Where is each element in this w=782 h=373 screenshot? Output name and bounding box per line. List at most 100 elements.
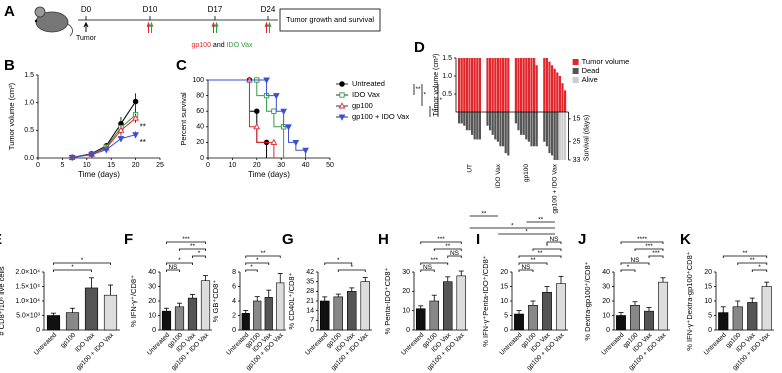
bar (616, 315, 626, 331)
point (271, 108, 277, 114)
group-label: gp100 + IDO Vax (552, 163, 559, 213)
survival-bar (558, 112, 561, 160)
sig-label: NS (630, 257, 640, 264)
x-tick-label: 10 (83, 162, 91, 169)
sig-bracket (420, 269, 435, 272)
y-tick-label: 0 (232, 327, 236, 334)
point (102, 147, 110, 154)
legend-label: Untreated (352, 79, 385, 88)
legend-swatch (572, 68, 579, 74)
volume-bar (535, 65, 538, 112)
x-axis-label: Time (days) (78, 170, 120, 179)
outcome-text: Tumor growth and survival (286, 15, 374, 24)
bar (200, 280, 211, 331)
sig-bracket (518, 262, 548, 265)
y-tick-label: 40 (196, 124, 204, 131)
volume-bar (491, 58, 494, 112)
x-tick-label: 50 (326, 162, 334, 169)
volume-bar (465, 58, 468, 112)
bar (264, 297, 273, 331)
sig-label: * (627, 264, 630, 271)
legend-label: Dead (582, 66, 600, 75)
survival-bar (520, 112, 523, 135)
volume-bar (499, 58, 502, 112)
survival-bar (533, 112, 536, 147)
y-axis-label: % GB⁺CD8⁺ (211, 280, 220, 323)
y-tick-label: 40 (148, 269, 156, 276)
sig-bracket (532, 248, 562, 251)
sig-bracket (620, 241, 664, 244)
group-label: UT (466, 164, 473, 173)
bar (644, 310, 654, 331)
x-tick-label: 10 (229, 162, 237, 169)
bar (528, 305, 538, 331)
survival-line (208, 79, 268, 158)
volume-bar (496, 58, 499, 112)
sig-label: ** (432, 108, 438, 115)
axis (207, 80, 330, 159)
volume-bar (556, 72, 559, 112)
sig-bracket (620, 269, 636, 272)
y-axis-label: % IFN-γ⁺Penta-IDO⁺/CD8⁺ (481, 255, 490, 347)
vaccine-label: gp100 and IDO Vax (192, 42, 253, 49)
x-tick-label: 20 (132, 162, 140, 169)
sig-label: NS (549, 236, 559, 243)
sig-label: ** (481, 211, 487, 218)
sig-bracket (53, 269, 92, 272)
point (88, 152, 96, 159)
y-axis-label: % Dextra-gp100⁺/CD8⁺ (583, 261, 592, 340)
survival-bar (471, 112, 474, 135)
y-tick-label: 15 (704, 283, 712, 290)
sig-label: ** (538, 217, 544, 224)
arrow (267, 21, 272, 33)
y-tick-label: 8 (232, 269, 236, 276)
legend-label: gp100 (352, 101, 373, 110)
y-tick-label: 2 (232, 312, 236, 319)
panel-label: C (176, 57, 187, 74)
vaccine-name: gp100 (192, 42, 212, 49)
y2-tick-label: 25 (573, 139, 581, 146)
y-tick-label: 1.0×10⁴ (15, 298, 40, 305)
x-tick-label: 20 (253, 162, 261, 169)
volume-bar (545, 58, 548, 112)
y-tick-label: 1.0 (24, 100, 34, 107)
volume-bar (543, 58, 546, 112)
survival-bar (486, 112, 489, 126)
y-tick-label: 28 (306, 288, 314, 295)
y-tick-label: 21 (306, 298, 314, 305)
volume-bar (533, 58, 536, 112)
y-tick-label: 10 (402, 308, 410, 315)
survival-bar (468, 112, 471, 131)
y-axis-label: % IFN-γ⁺/CD8⁺ (129, 275, 138, 327)
volume-bar (504, 58, 507, 112)
y-tick-label: 0.5 (442, 91, 452, 98)
point (132, 98, 139, 105)
survival-bar (527, 112, 530, 142)
bar (442, 281, 453, 331)
sig-label: NS (521, 264, 531, 271)
point (263, 77, 270, 84)
sig-label: * (424, 92, 427, 99)
sig-bracket (722, 255, 768, 258)
point (254, 108, 260, 114)
sig-label: ** (537, 250, 543, 257)
legend-label: IDO Vax (352, 90, 380, 99)
survival-bar (478, 112, 481, 140)
y-tick-label: 5 (504, 312, 508, 319)
volume-bar (486, 58, 489, 112)
sig-label: NS (450, 250, 460, 257)
sig-bracket (245, 262, 270, 265)
sig-label: * (256, 257, 259, 264)
volume-bar (564, 90, 567, 112)
bar (187, 297, 198, 331)
point (280, 108, 287, 115)
volume-bar (507, 58, 510, 112)
arrow (146, 21, 151, 33)
sig-bracket (166, 241, 206, 244)
sig-bracket (518, 269, 534, 272)
sig-label: * (350, 264, 353, 271)
panel-label: I (476, 231, 480, 248)
y-axis-label: # CD8⁺/10⁶ live cells (0, 266, 6, 335)
group-label: IDO Vax (495, 163, 502, 188)
y-tick-label: 5.0×10³ (16, 312, 41, 319)
